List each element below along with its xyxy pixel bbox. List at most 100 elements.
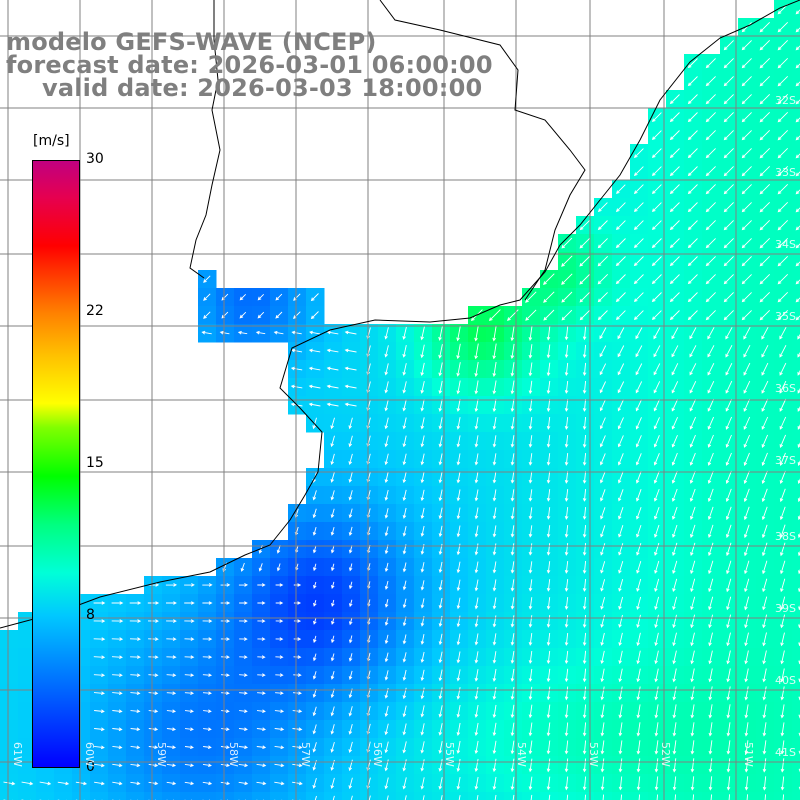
wind-vector bbox=[651, 220, 662, 231]
wind-vector bbox=[689, 452, 696, 466]
wind-vector bbox=[438, 705, 443, 718]
wind-vector bbox=[546, 525, 551, 538]
wind-speed-cell bbox=[18, 684, 37, 703]
wind-speed-cell bbox=[792, 198, 800, 217]
wind-vector bbox=[238, 583, 249, 587]
wind-vector bbox=[492, 507, 497, 520]
wind-vector bbox=[528, 740, 533, 755]
wind-vector bbox=[777, 39, 789, 51]
wind-vector bbox=[725, 470, 732, 484]
wind-vector bbox=[166, 691, 177, 696]
wind-vector bbox=[239, 709, 248, 714]
wind-vector bbox=[386, 795, 389, 800]
wind-vector bbox=[653, 381, 661, 394]
wind-vector bbox=[564, 632, 569, 646]
wind-vector bbox=[474, 507, 479, 520]
wind-vector bbox=[528, 668, 533, 683]
wind-vector bbox=[368, 795, 371, 800]
wind-vector bbox=[689, 381, 697, 394]
wind-vector bbox=[726, 614, 732, 629]
wind-speed-cell bbox=[792, 504, 800, 523]
wind-vector bbox=[564, 614, 569, 628]
wind-vector bbox=[617, 417, 624, 430]
wind-vector bbox=[492, 776, 497, 791]
wind-vector bbox=[579, 310, 590, 321]
wind-speed-cell bbox=[792, 162, 800, 181]
wind-vector bbox=[708, 740, 713, 755]
wind-vector bbox=[672, 740, 677, 755]
wind-vector bbox=[422, 795, 425, 800]
wind-vector bbox=[312, 671, 317, 680]
wind-vector bbox=[618, 668, 623, 683]
wind-vector bbox=[330, 706, 335, 717]
wind-vector bbox=[384, 489, 389, 501]
wind-vector bbox=[654, 650, 659, 665]
wind-vector bbox=[671, 417, 679, 430]
lon-label: 59W bbox=[155, 742, 168, 767]
wind-vector bbox=[708, 686, 713, 701]
wind-vector bbox=[617, 435, 624, 448]
wind-vector bbox=[530, 794, 533, 800]
wind-vector bbox=[671, 488, 678, 502]
wind-vector bbox=[528, 561, 533, 574]
wind-vector bbox=[723, 256, 734, 267]
wind-vector bbox=[579, 237, 591, 249]
wind-vector bbox=[474, 597, 479, 610]
wind-speed-cell bbox=[162, 792, 181, 800]
wind-vector bbox=[130, 745, 141, 750]
wind-vector bbox=[239, 601, 248, 605]
wind-vector bbox=[687, 220, 698, 231]
wind-vector bbox=[402, 435, 407, 448]
wind-vector bbox=[456, 579, 461, 592]
wind-speed-cell bbox=[18, 702, 37, 721]
wind-vector bbox=[582, 686, 587, 701]
wind-vector bbox=[687, 292, 698, 303]
wind-vector bbox=[743, 398, 751, 412]
wind-vector bbox=[780, 686, 785, 701]
wind-vector bbox=[633, 166, 644, 177]
wind-vector bbox=[456, 507, 461, 520]
wind-vector bbox=[348, 453, 353, 465]
wind-vector bbox=[618, 686, 623, 701]
wind-vector bbox=[777, 201, 789, 213]
wind-vector bbox=[741, 112, 752, 123]
wind-vector bbox=[743, 524, 750, 539]
wind-vector bbox=[528, 579, 533, 592]
wind-vector bbox=[111, 619, 124, 623]
wind-vector bbox=[184, 727, 194, 732]
wind-vector bbox=[600, 704, 605, 719]
wind-speed-cell bbox=[792, 0, 800, 19]
wind-vector bbox=[795, 27, 800, 33]
wind-vector bbox=[21, 781, 34, 786]
wind-vector bbox=[112, 745, 123, 750]
wind-vector bbox=[203, 293, 211, 301]
wind-vector bbox=[528, 615, 533, 628]
wind-vector bbox=[348, 435, 353, 448]
wind-vector bbox=[707, 362, 715, 376]
wind-vector bbox=[672, 686, 677, 701]
wind-vector bbox=[474, 489, 479, 502]
wind-vector bbox=[599, 345, 607, 358]
wind-vector bbox=[705, 202, 716, 213]
wind-vector bbox=[743, 380, 751, 394]
wind-vector bbox=[220, 673, 230, 677]
forecast-date: forecast date: 2026-03-01 06:00:00 bbox=[6, 51, 493, 79]
wind-speed-cell bbox=[792, 342, 800, 361]
wind-vector bbox=[492, 615, 497, 628]
wind-vector bbox=[402, 526, 407, 537]
wind-vector bbox=[510, 343, 515, 360]
wind-vector bbox=[762, 740, 767, 755]
wind-vector bbox=[275, 293, 283, 301]
wind-vector bbox=[111, 637, 124, 641]
wind-vector bbox=[238, 781, 249, 786]
wind-vector bbox=[313, 581, 317, 589]
wind-vector bbox=[257, 637, 266, 641]
wind-vector bbox=[777, 147, 789, 159]
wind-vector bbox=[546, 453, 551, 466]
wind-vector bbox=[636, 758, 641, 773]
wind-vector bbox=[510, 417, 515, 430]
wind-vector bbox=[635, 453, 642, 466]
wind-vector bbox=[635, 345, 643, 358]
wind-vector bbox=[474, 525, 479, 538]
wind-vector bbox=[330, 563, 335, 572]
